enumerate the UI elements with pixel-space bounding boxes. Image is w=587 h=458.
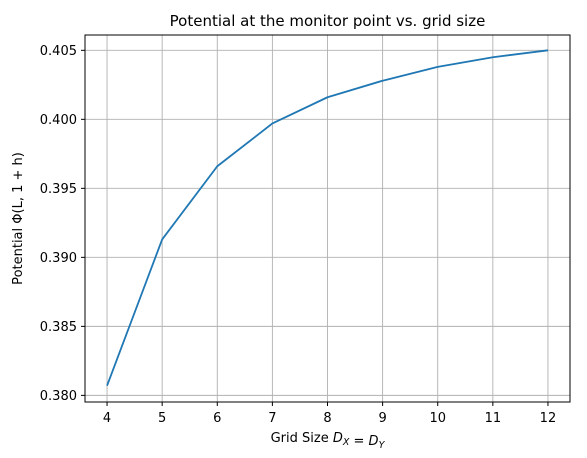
- x-tick-label: 11: [485, 411, 502, 426]
- x-tick-label: 5: [158, 411, 166, 426]
- series-layer: [106, 49, 549, 387]
- x-axis-title: Grid Size DX = DY: [271, 431, 386, 451]
- x-tick-label: 10: [429, 411, 446, 426]
- y-tick-label: 0.390: [40, 251, 77, 266]
- y-tick-label: 0.400: [40, 113, 77, 128]
- x-tick-label: 12: [540, 411, 557, 426]
- y-tick-label: 0.380: [40, 389, 77, 404]
- chart-title: Potential at the monitor point vs. grid …: [170, 12, 486, 30]
- x-tick-label: 6: [213, 411, 221, 426]
- y-tick-label: 0.385: [40, 320, 77, 335]
- y-axis-title: Potential Φ(L, 1 + h): [11, 152, 26, 285]
- y-tick-label: 0.405: [40, 44, 77, 59]
- x-tick-label: 4: [103, 411, 111, 426]
- grid-layer: [85, 35, 570, 402]
- x-tick-label: 9: [378, 411, 386, 426]
- x-tick-label: 7: [268, 411, 276, 426]
- x-tick-label: 8: [323, 411, 331, 426]
- series-line: [106, 49, 549, 387]
- ticks-layer: 4 5 6 7 8 9 10 11 12 0.380 0.385 0.390 0.395 0.400 0.4…: [40, 44, 556, 426]
- y-tick-label: 0.395: [40, 182, 77, 197]
